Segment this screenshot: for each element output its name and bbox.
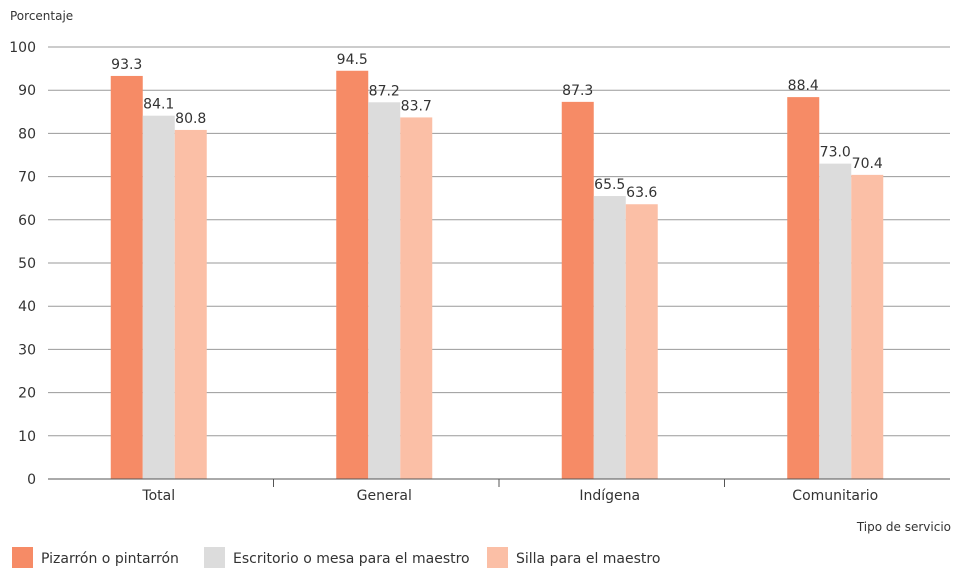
legend-swatch — [487, 547, 508, 568]
y-tick-label: 70 — [18, 170, 36, 186]
bar — [561, 101, 594, 479]
bar — [142, 115, 175, 480]
bar — [336, 70, 369, 479]
x-category-label: Indígena — [579, 488, 640, 504]
y-tick-label: 0 — [27, 472, 36, 488]
y-tick-label: 20 — [18, 386, 36, 402]
y-tick-label: 80 — [18, 126, 36, 142]
data-label: 70.4 — [852, 156, 883, 172]
bar — [851, 174, 884, 479]
y-tick-label: 50 — [18, 256, 36, 272]
legend-label: Escritorio o mesa para el maestro — [233, 551, 470, 567]
bar — [787, 97, 820, 479]
data-label: 73.0 — [820, 145, 851, 161]
data-labels: 93.3 84.180.8 94.587.283.7 87.3 65.563.6 88.4… — [111, 52, 883, 201]
y-tick-label: 100 — [9, 40, 36, 56]
data-label: 87.3 — [562, 83, 593, 99]
x-axis: Total General Indígena Comunitario — [48, 478, 950, 504]
data-label: 93.3 — [111, 57, 142, 73]
data-label: 94.5 — [337, 52, 368, 68]
x-axis-title: Tipo de servicio — [856, 520, 951, 534]
x-category-label: Comunitario — [792, 488, 878, 504]
data-label: 84.1 — [143, 97, 174, 113]
bar — [400, 117, 433, 479]
x-category-label: Total — [141, 488, 175, 504]
data-label: 87.2 — [369, 83, 400, 99]
bar — [625, 204, 658, 480]
data-label: 80.8 — [175, 111, 206, 127]
bar — [368, 102, 401, 480]
y-axis-ticks: 0 10 20 30 40 50 60 70 80 90 100 — [9, 40, 36, 488]
x-category-label: General — [357, 488, 412, 504]
data-label: 63.6 — [626, 185, 657, 201]
legend-swatch — [204, 547, 225, 568]
bar — [593, 196, 626, 480]
y-tick-label: 30 — [18, 342, 36, 358]
bar — [110, 75, 143, 479]
y-axis-title: Porcentaje — [10, 9, 73, 23]
bar — [819, 163, 852, 479]
y-tick-label: 40 — [18, 299, 36, 315]
y-tick-label: 60 — [18, 213, 36, 229]
data-label: 88.4 — [788, 78, 819, 94]
data-label: 83.7 — [401, 98, 432, 114]
legend-swatch — [12, 547, 33, 568]
y-tick-label: 10 — [18, 429, 36, 445]
bars — [110, 70, 884, 480]
bar — [174, 129, 207, 479]
y-tick-label: 90 — [18, 83, 36, 99]
legend-label: Silla para el maestro — [516, 551, 660, 567]
data-label: 65.5 — [594, 177, 625, 193]
legend: Pizarrón o pintarrón Escritorio o mesa pa… — [12, 547, 660, 568]
legend-label: Pizarrón o pintarrón — [41, 551, 179, 567]
